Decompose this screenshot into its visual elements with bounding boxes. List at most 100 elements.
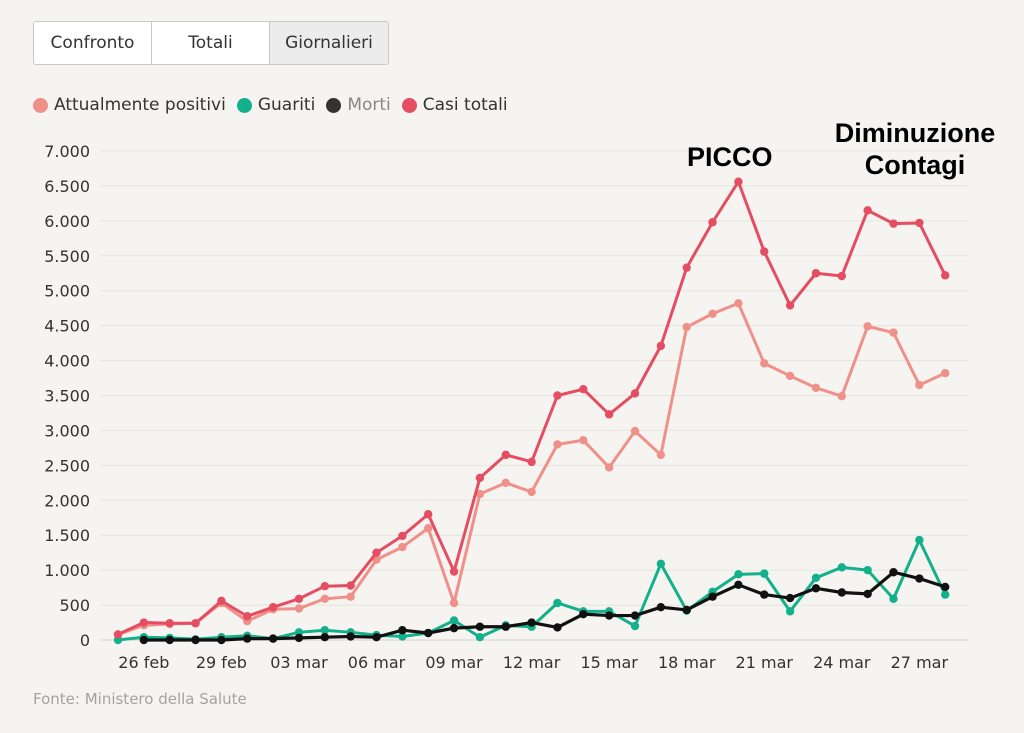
data-point-morti	[915, 574, 924, 583]
data-point-attualmente-positivi	[424, 524, 433, 533]
data-point-morti	[889, 568, 898, 577]
legend-label-positivi: Attualmente positivi	[54, 95, 226, 115]
data-point-casi-totali	[398, 531, 407, 541]
legend-marker-morti	[326, 97, 342, 113]
series-line-attualmente-positivi	[116, 301, 947, 636]
data-point-guariti	[475, 633, 485, 642]
data-point-attualmente-positivi	[579, 436, 588, 445]
y-tick-label: 5.500	[44, 247, 90, 266]
y-tick-label: 6.500	[44, 177, 90, 196]
legend-label-morti: Morti	[347, 95, 391, 115]
data-point-morti	[139, 635, 149, 645]
view-tabs: Confronto Totali Giornalieri	[33, 21, 389, 65]
data-point-morti	[527, 618, 536, 627]
data-point-morti	[501, 622, 510, 631]
data-point-guariti	[760, 569, 769, 578]
annotation-decrease-line1: Diminuzione	[834, 118, 996, 148]
data-point-casi-totali	[346, 581, 355, 590]
annotation-decrease: Diminuzione Contagi	[826, 117, 1004, 181]
data-point-morti	[372, 633, 381, 642]
data-point-guariti	[553, 598, 562, 608]
data-point-morti	[656, 602, 666, 612]
data-point-attualmente-positivi	[734, 299, 743, 308]
data-point-casi-totali	[915, 218, 924, 228]
data-point-attualmente-positivi	[553, 440, 562, 449]
data-point-attualmente-positivi	[475, 489, 485, 499]
data-point-attualmente-positivi	[863, 322, 872, 331]
data-point-morti	[424, 628, 433, 638]
source-note: Fonte: Ministero della Salute	[33, 690, 247, 708]
data-point-attualmente-positivi	[320, 594, 329, 603]
data-point-morti	[630, 611, 640, 620]
data-point-guariti	[320, 626, 329, 635]
data-point-attualmente-positivi	[708, 309, 717, 318]
x-tick-label: 18 mar	[658, 653, 716, 672]
data-point-morti	[320, 633, 329, 642]
legend-label-casi-totali: Casi totali	[422, 95, 508, 115]
data-point-morti	[268, 634, 278, 643]
data-point-attualmente-positivi	[785, 371, 795, 381]
data-point-morti	[346, 632, 355, 641]
y-tick-label: 0	[80, 631, 90, 650]
data-point-morti	[863, 589, 872, 599]
data-point-guariti	[837, 563, 846, 572]
x-tick-label: 27 mar	[891, 653, 949, 672]
data-point-casi-totali	[811, 269, 821, 278]
data-point-guariti	[785, 607, 795, 616]
data-point-attualmente-positivi	[941, 368, 950, 378]
y-tick-label: 5.000	[44, 282, 90, 301]
y-tick-label: 3.500	[44, 387, 90, 406]
data-point-attualmente-positivi	[682, 322, 691, 332]
data-point-guariti	[811, 573, 821, 583]
data-point-morti	[449, 623, 459, 633]
data-point-morti	[604, 611, 614, 620]
data-point-casi-totali	[579, 385, 588, 394]
x-tick-label: 06 mar	[348, 653, 406, 672]
series-line-casi-totali	[116, 180, 947, 636]
chart-legend: Attualmente positivi Guariti Morti Casi …	[33, 95, 519, 115]
data-point-morti	[682, 605, 691, 615]
data-point-casi-totali	[449, 567, 459, 576]
data-point-casi-totali	[294, 594, 304, 603]
x-tick-label: 15 mar	[580, 653, 638, 672]
legend-marker-casi-totali	[401, 97, 417, 113]
data-point-casi-totali	[630, 389, 640, 398]
data-point-casi-totali	[760, 247, 769, 256]
tab-confronto[interactable]: Confronto	[34, 22, 152, 64]
data-point-morti	[708, 592, 717, 601]
data-point-attualmente-positivi	[346, 592, 355, 601]
data-point-casi-totali	[113, 630, 123, 639]
data-point-casi-totali	[941, 271, 950, 280]
tab-totali[interactable]: Totali	[152, 22, 270, 64]
data-point-attualmente-positivi	[630, 426, 640, 436]
data-point-casi-totali	[785, 301, 795, 310]
data-point-attualmente-positivi	[837, 391, 846, 401]
data-point-casi-totali	[889, 219, 898, 228]
x-tick-label: 26 feb	[118, 653, 169, 672]
data-point-guariti	[656, 559, 666, 569]
data-point-casi-totali	[708, 218, 717, 227]
data-point-casi-totali	[553, 391, 562, 400]
y-tick-label: 1.000	[44, 561, 90, 580]
data-point-casi-totali	[372, 548, 381, 557]
series-line-morti	[142, 570, 947, 642]
x-tick-label: 12 mar	[503, 653, 561, 672]
data-point-guariti	[889, 594, 898, 603]
legend-guariti[interactable]: Guariti	[236, 95, 315, 115]
data-point-casi-totali	[837, 271, 846, 281]
legend-morti[interactable]: Morti	[326, 95, 391, 115]
data-point-attualmente-positivi	[811, 383, 821, 393]
annotation-peak: PICCO	[687, 142, 773, 172]
data-point-casi-totali	[165, 619, 174, 628]
tab-giornalieri[interactable]: Giornalieri	[270, 22, 388, 64]
legend-attualmente-positivi[interactable]: Attualmente positivi	[33, 95, 226, 115]
data-point-attualmente-positivi	[449, 598, 459, 608]
data-point-guariti	[863, 565, 872, 575]
data-point-morti	[941, 582, 950, 592]
data-point-morti	[243, 634, 252, 643]
legend-casi-totali[interactable]: Casi totali	[401, 95, 508, 115]
data-point-guariti	[630, 621, 640, 631]
data-point-casi-totali	[243, 612, 252, 621]
data-point-guariti	[915, 535, 924, 545]
